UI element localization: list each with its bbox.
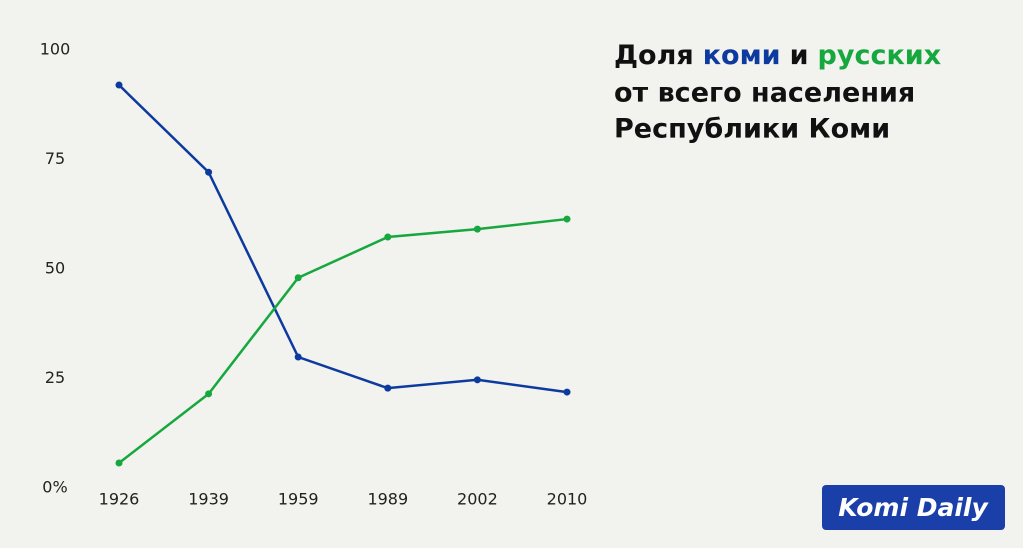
data-point bbox=[205, 390, 213, 398]
data-point bbox=[563, 215, 571, 223]
y-tick-label: 50 bbox=[45, 259, 65, 278]
data-point bbox=[115, 81, 123, 89]
chart-title: Республики Коми bbox=[614, 114, 890, 145]
data-point bbox=[384, 233, 392, 241]
data-point bbox=[473, 376, 481, 384]
data-point bbox=[473, 225, 481, 233]
chart-title: от всего населения bbox=[614, 78, 915, 109]
title-series-name: коми bbox=[703, 40, 781, 71]
chart-title: Доля коми и русских bbox=[614, 40, 941, 71]
data-point bbox=[563, 388, 571, 396]
y-tick-label: 25 bbox=[45, 368, 65, 387]
x-tick-label: 1926 bbox=[99, 490, 140, 509]
data-point bbox=[384, 384, 392, 392]
data-point bbox=[294, 274, 302, 282]
title-part: Доля bbox=[614, 40, 694, 71]
y-tick-label: 100 bbox=[40, 40, 71, 59]
x-tick-label: 1989 bbox=[367, 490, 408, 509]
y-tick-label: 75 bbox=[45, 149, 65, 168]
logo-box bbox=[822, 485, 1005, 530]
title-part: и bbox=[790, 40, 809, 71]
x-tick-label: 1939 bbox=[188, 490, 229, 509]
logo-text: Komi Daily bbox=[838, 493, 989, 522]
x-tick-label: 2002 bbox=[457, 490, 498, 509]
x-tick-label: 2010 bbox=[547, 490, 588, 509]
data-point bbox=[115, 459, 123, 467]
series-line bbox=[118, 84, 568, 394]
data-point bbox=[205, 168, 213, 176]
data-point bbox=[294, 353, 302, 361]
series-line bbox=[118, 217, 568, 465]
x-tick-label: 1959 bbox=[278, 490, 319, 509]
title-series-name: русских bbox=[818, 40, 942, 71]
y-tick-label: 0% bbox=[42, 478, 67, 497]
